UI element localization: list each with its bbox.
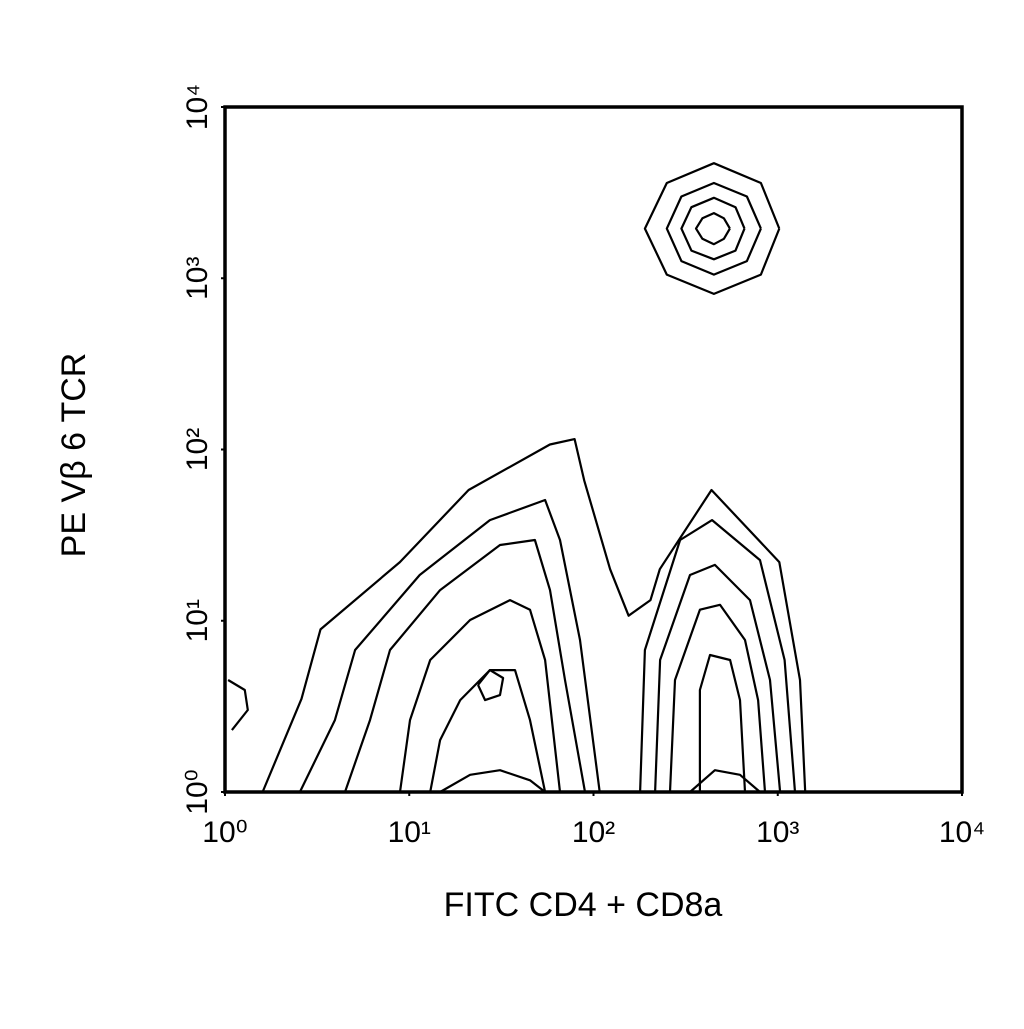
contour-line <box>694 212 731 246</box>
contour-line <box>668 603 767 793</box>
plot-area <box>227 162 807 793</box>
y-tick-label: 10⁴ <box>181 84 214 130</box>
contour-line <box>261 438 807 793</box>
contour-line <box>680 196 746 261</box>
x-tick-label: 10² <box>572 816 615 849</box>
contour-line <box>639 519 797 793</box>
x-tick-label: 10⁴ <box>939 816 985 849</box>
y-tick-label: 10¹ <box>181 599 214 642</box>
y-tick-label: 10⁰ <box>181 769 214 814</box>
contour-line <box>643 162 781 295</box>
contour-line <box>654 563 782 793</box>
contour-line <box>398 599 562 793</box>
contour-line <box>689 769 761 793</box>
contour-line <box>439 769 546 793</box>
contour-line <box>343 538 587 793</box>
contour-line <box>477 669 505 702</box>
contour-line <box>298 498 601 793</box>
y-tick-label: 10³ <box>181 257 214 300</box>
x-tick-label: 10⁰ <box>202 816 247 849</box>
x-tick-label: 10¹ <box>388 816 431 849</box>
plot-frame <box>223 105 964 794</box>
contour-line <box>429 669 547 793</box>
contour-line <box>665 181 762 276</box>
y-axis-label: PE Vβ 6 TCR <box>55 353 93 558</box>
x-axis-label: FITC CD4 + CD8a <box>444 886 723 924</box>
contour-line <box>227 679 249 731</box>
x-tick-label: 10³ <box>756 816 799 849</box>
contour-line <box>698 653 747 793</box>
y-tick-label: 10² <box>181 428 214 471</box>
